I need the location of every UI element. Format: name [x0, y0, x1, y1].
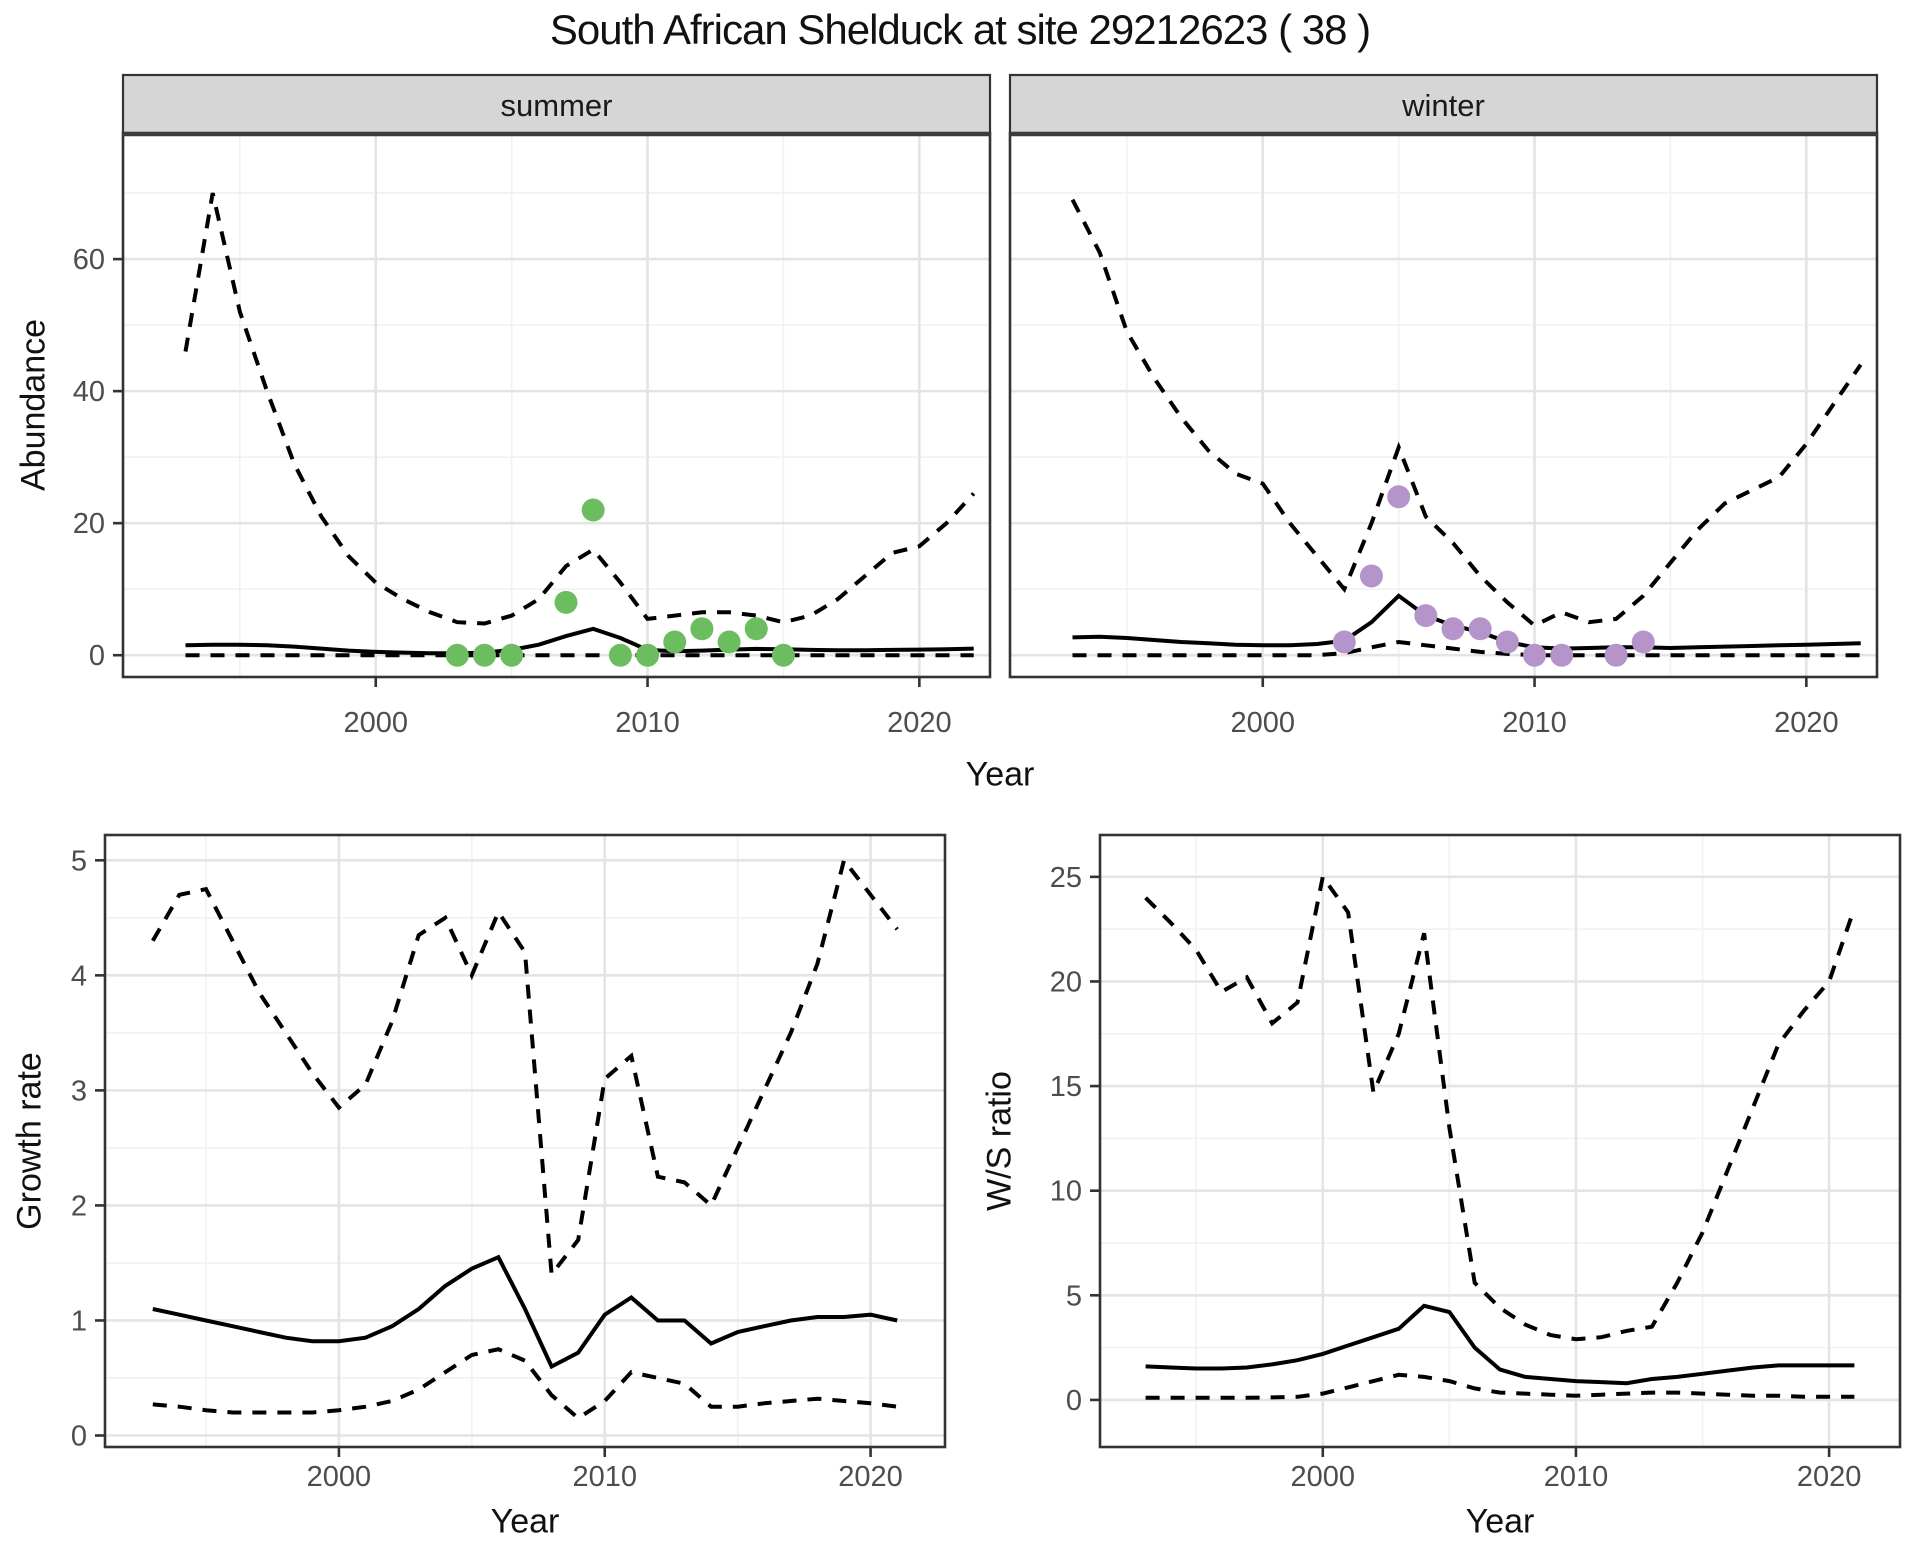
x-axis-title-year-top: Year: [965, 755, 1035, 794]
ws-y-tick-label: 20: [1050, 966, 1082, 998]
winter-data-point: [1495, 630, 1519, 654]
summer-median-line: [185, 626, 974, 656]
growth-y-tick-label: 2: [71, 1190, 87, 1222]
summer-data-point: [744, 617, 768, 641]
summer-y-tick-label: 60: [73, 244, 105, 276]
winter-data-point: [1359, 564, 1383, 588]
panel-winter: 2000 2010 2020: [1008, 73, 1879, 739]
winter-upper_ci-line: [1070, 198, 1863, 628]
summer-data-point: [636, 643, 660, 667]
growth-x-tick-label: 2020: [838, 1461, 903, 1493]
summer-data-point: [717, 630, 741, 654]
summer-data-point: [771, 643, 795, 667]
ws-y-tick-label: 25: [1050, 862, 1082, 894]
summer-y-tick-label: 20: [73, 508, 105, 540]
summer-upper_ci-line: [183, 192, 976, 626]
ws-y-tick-label: 10: [1050, 1176, 1082, 1208]
ws-median-line: [1145, 1303, 1855, 1386]
winter-x-tick-label: 2010: [1502, 707, 1567, 739]
summer-data-point: [500, 643, 524, 667]
summer-data-point: [608, 643, 632, 667]
summer-y-tick-label: 40: [73, 376, 105, 408]
y-axis-title-growth-rate: Growth rate: [10, 1052, 49, 1230]
ws-x-tick-label: 2010: [1544, 1461, 1609, 1493]
growth-series-group: [151, 855, 899, 1421]
winter-data-point: [1414, 604, 1438, 628]
summer-x-tick-label: 2010: [615, 707, 680, 739]
growth-x-tick-label: 2010: [572, 1461, 637, 1493]
summer-y-tick-label: 0: [89, 640, 105, 672]
winter-data-point: [1387, 485, 1411, 509]
x-axis-title-year-bottom-left: Year: [490, 1502, 560, 1541]
panel-growth: 2000 2010 2020 0 1 2 3 4 5: [71, 833, 947, 1493]
winter-x-tick-label: 2000: [1231, 707, 1296, 739]
growth-y-tick-label: 1: [71, 1305, 87, 1337]
winter-lower_ci-line: [1072, 639, 1861, 658]
ws-lower_ci-line: [1145, 1372, 1855, 1400]
winter-data-point: [1332, 630, 1356, 654]
chart-title: South African Shelduck at site 29212623 …: [549, 6, 1371, 53]
facet-strip-label-summer: summer: [500, 88, 613, 123]
growth-x-tick-label: 2000: [307, 1461, 372, 1493]
summer-data-point: [472, 643, 496, 667]
panel-summer: 2000 2010 2020 0 20 40 60: [73, 73, 992, 739]
summer-data-point: [581, 498, 605, 522]
summer-data-point: [663, 630, 687, 654]
growth-y-tick-label: 3: [71, 1075, 87, 1107]
winter-data-point: [1631, 630, 1655, 654]
summer-x-tick-label: 2020: [887, 707, 952, 739]
facet-strip-label-winter: winter: [1402, 88, 1485, 123]
winter-series-group: [1070, 198, 1863, 667]
ws-x-tick-label: 2020: [1797, 1461, 1862, 1493]
summer-data-point: [690, 617, 714, 641]
ws-series-group: [1144, 871, 1857, 1400]
winter-data-point: [1523, 643, 1547, 667]
ws-x-tick-label: 2000: [1291, 1461, 1356, 1493]
x-axis-title-year-bottom-right: Year: [1465, 1502, 1535, 1541]
growth-y-tick-label: 4: [71, 960, 87, 992]
y-axis-title-abundance: Abundance: [14, 318, 53, 492]
summer-x-tick-label: 2000: [344, 707, 409, 739]
winter-data-point: [1550, 643, 1574, 667]
ws-y-tick-label: 5: [1066, 1280, 1082, 1312]
winter-facet-strip: [1008, 73, 1879, 135]
winter-data-point: [1441, 617, 1465, 641]
summer-data-point: [554, 590, 578, 614]
winter-x-tick-label: 2020: [1774, 707, 1839, 739]
ws-y-tick-label: 0: [1066, 1385, 1082, 1417]
summer-data-point: [445, 643, 469, 667]
y-axis-title-ws-ratio: W/S ratio: [980, 1071, 1019, 1211]
growth-y-tick-label: 0: [71, 1420, 87, 1452]
growth-median-line: [152, 1254, 898, 1370]
winter-data-point: [1604, 643, 1628, 667]
growth-y-tick-label: 5: [71, 845, 87, 877]
ws-upper_ci-line: [1144, 871, 1857, 1342]
panel-ws: 2000 2010 2020 0 5 10 15 20 25: [1050, 833, 1902, 1493]
ws-y-tick-label: 15: [1050, 1071, 1082, 1103]
winter-median-line: [1072, 593, 1861, 651]
summer-series-group: [183, 192, 976, 667]
growth-upper_ci-line: [151, 855, 899, 1280]
winter-data-point: [1468, 617, 1492, 641]
